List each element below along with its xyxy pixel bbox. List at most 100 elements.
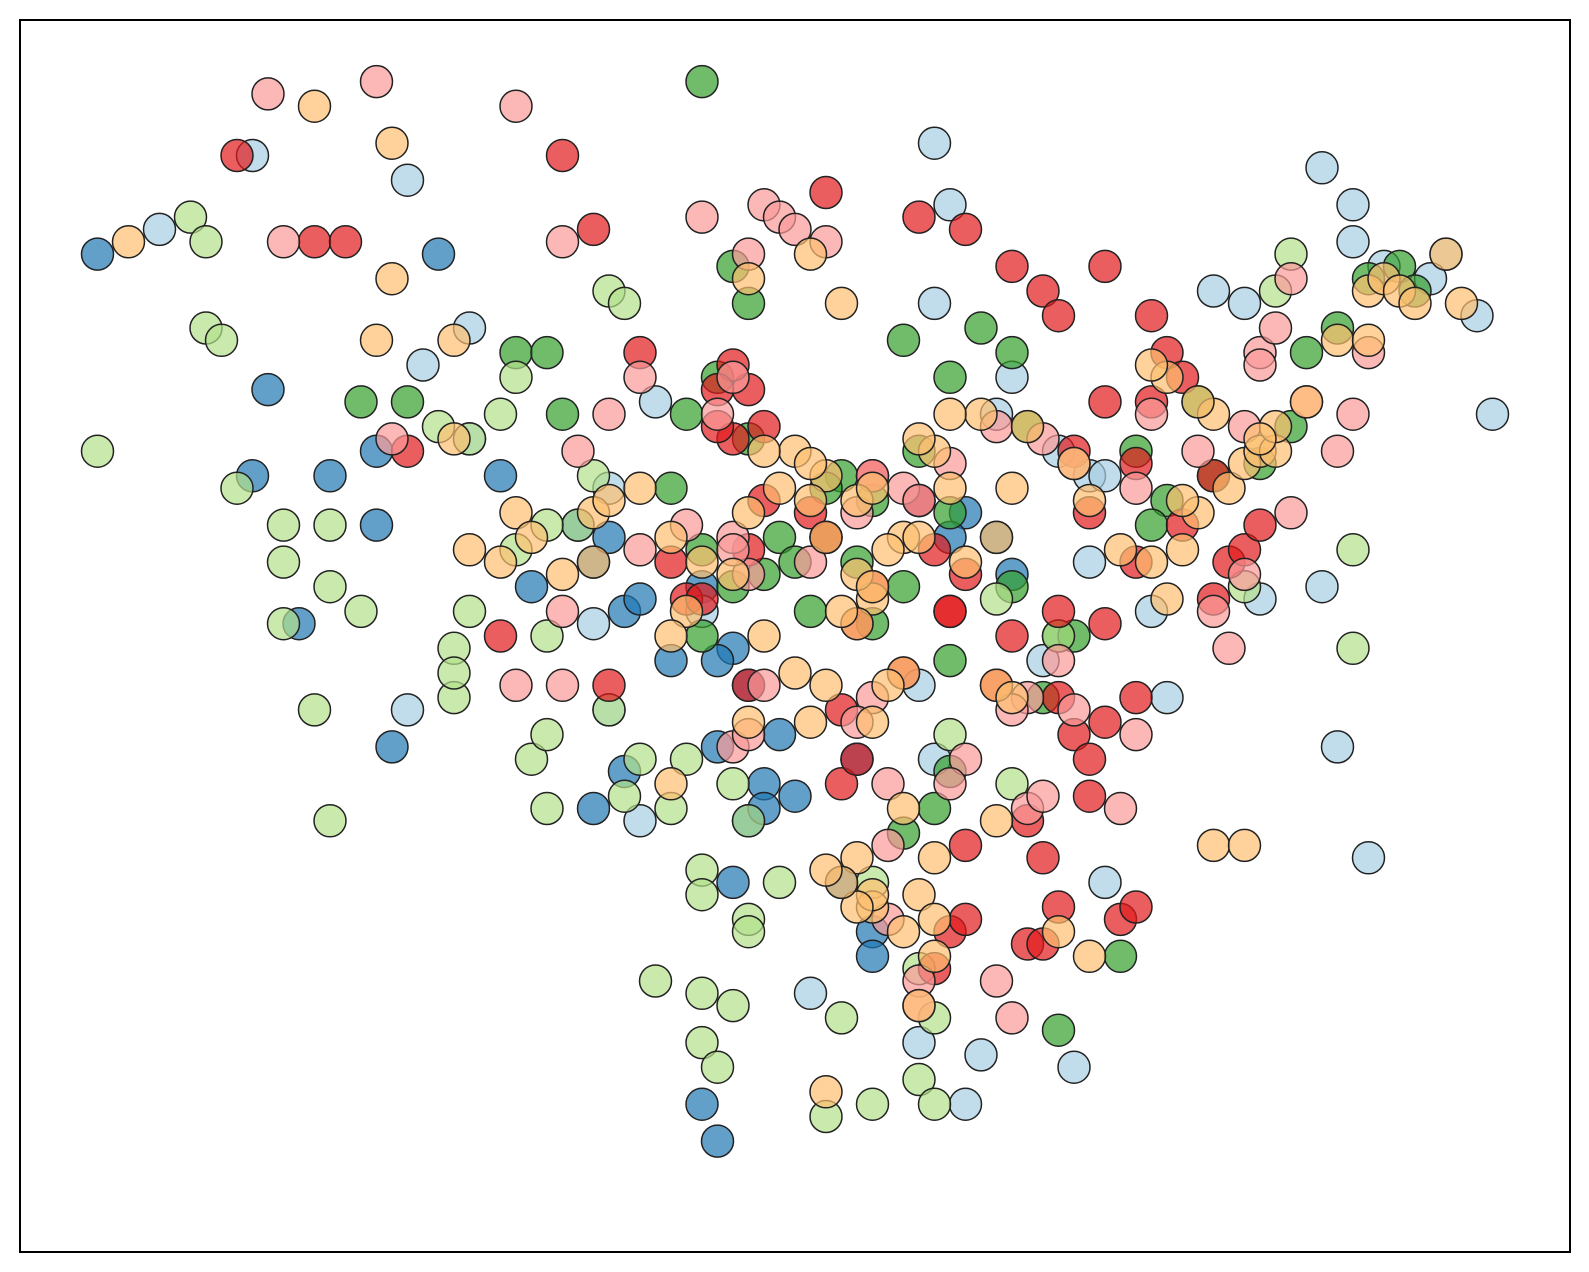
scatter-point-s4-26 [1243, 508, 1277, 542]
scatter-point-s6-6 [437, 422, 471, 456]
scatter-point-s6-103 [979, 804, 1014, 838]
scatter-point-s0-2 [251, 372, 285, 407]
scatter-point-s0-18 [700, 643, 735, 678]
scatter-point-s0-12 [592, 520, 626, 555]
scatter-point-s6-82 [793, 483, 828, 518]
scatter-point-s0-20 [762, 717, 797, 752]
scatter-point-s1-7 [638, 385, 673, 419]
scatter-point-s2-10 [964, 311, 998, 345]
scatter-point-s5-4 [545, 225, 580, 259]
scatter-point-s3-27 [437, 656, 471, 690]
scatter-point-s2-1 [344, 385, 378, 419]
scatter-point-s5-56 [933, 767, 967, 801]
scatter-point-s6-86 [716, 557, 750, 592]
scatter-point-s0-5 [313, 459, 347, 493]
scatter-point-s6-47 [1429, 237, 1463, 271]
scatter-point-s6-93 [886, 914, 921, 949]
scatter-point-s3-51 [902, 1062, 936, 1097]
scatter-point-s5-1 [359, 64, 394, 99]
scatter-point-s0-25 [700, 1124, 735, 1158]
scatter-point-s5-17 [545, 594, 580, 629]
scatter-point-s6-79 [747, 619, 781, 653]
scatter-point-s6-4 [359, 323, 394, 358]
scatter-point-s1-31 [1351, 841, 1386, 875]
scatter-point-s6-0 [111, 225, 146, 259]
scatter-point-s6-101 [1196, 828, 1231, 863]
scatter-point-s5-44 [1320, 434, 1355, 468]
scatter-point-s6-33 [1134, 545, 1169, 579]
scatter-point-s4-75 [840, 742, 874, 776]
scatter-point-s6-21 [793, 237, 828, 271]
scatter-point-s3-18 [576, 459, 611, 493]
scatter-point-s0-34 [375, 730, 409, 764]
scatter-point-s6-57 [1057, 446, 1091, 481]
scatter-point-s6-100 [1072, 939, 1107, 974]
scatter-point-s4-2 [297, 225, 332, 259]
scatter-point-s3-64 [995, 767, 1029, 801]
scatter-point-s3-6 [266, 508, 301, 542]
scatter-point-s6-12 [576, 545, 611, 579]
scatter-point-s3-7 [313, 508, 347, 542]
scatter-point-s0-0 [80, 237, 115, 271]
scatter-point-s6-28 [933, 471, 967, 505]
scatter-point-s0-14 [623, 582, 657, 616]
scatter-point-s0-33 [778, 779, 812, 813]
scatter-point-s2-4 [530, 335, 564, 370]
scatter-point-s6-54 [1181, 385, 1215, 419]
scatter-point-s5-2 [499, 89, 533, 123]
scatter-point-s4-74 [824, 767, 859, 801]
scatter-point-s4-3 [328, 225, 363, 259]
scatter-point-s6-83 [762, 471, 797, 505]
scatter-point-s4-6 [809, 175, 843, 210]
scatter-point-s6-29 [979, 520, 1014, 555]
scatter-point-s4-0 [220, 138, 254, 173]
scatter-point-s3-9 [313, 569, 347, 604]
scatter-point-s4-53 [1088, 705, 1122, 739]
scatter-point-s6-81 [793, 446, 828, 481]
scatter-point-s6-76 [809, 668, 843, 703]
scatter-point-s6-70 [855, 569, 890, 604]
scatter-point-s0-10 [514, 569, 549, 604]
scatter-point-s6-74 [871, 668, 905, 703]
scatter-point-s5-24 [793, 545, 828, 579]
scatter-point-s6-1 [297, 89, 332, 123]
scatter-point-s1-20 [1305, 151, 1339, 185]
scatter-point-s6-87 [685, 545, 719, 579]
scatter-point-s2-46 [1134, 508, 1169, 542]
scatter-point-s1-41 [1072, 545, 1107, 579]
scatter-point-s3-35 [716, 767, 750, 801]
scatter-point-s1-0 [142, 212, 177, 247]
scatter-point-s4-17 [1088, 385, 1122, 419]
scatter-point-s0-11 [483, 459, 518, 493]
points-layer [80, 64, 1510, 1158]
scatter-point-s6-26 [855, 471, 890, 505]
scatter-point-s3-10 [266, 606, 301, 641]
scatter-point-s6-102 [1227, 828, 1262, 863]
scatter-point-s6-9 [499, 496, 533, 530]
scatter-point-s5-50 [1041, 643, 1076, 678]
scatter-point-s3-1 [189, 225, 223, 259]
scatter-point-s4-13 [1134, 298, 1169, 333]
scatter-point-s2-8 [886, 323, 921, 358]
scatter-point-s5-63 [995, 1001, 1029, 1035]
scatter-point-s6-35 [1165, 533, 1200, 567]
scatter-point-s6-17 [669, 594, 704, 629]
scatter-point-s3-45 [716, 988, 750, 1023]
scatter-point-s6-32 [1103, 533, 1138, 567]
scatter-point-s4-64 [1119, 890, 1153, 924]
scatter-point-s1-21 [1336, 188, 1370, 222]
scatter-point-s5-46 [1227, 557, 1262, 592]
scatter-point-s6-95 [917, 939, 952, 974]
scatter-point-s5-18 [545, 668, 580, 703]
scatter-point-s4-8 [948, 212, 983, 247]
scatter-point-s0-24 [685, 1087, 719, 1121]
scatter-point-s6-20 [731, 261, 766, 296]
scatter-point-s5-57 [871, 767, 905, 801]
scatter-point-s1-34 [964, 1038, 998, 1072]
scatter-point-s6-56 [1134, 348, 1169, 382]
scatter-point-s5-14 [623, 360, 657, 395]
scatter-point-s4-57 [1072, 779, 1107, 813]
scatter-point-s6-96 [840, 890, 874, 924]
scatter-point-s1-28 [1305, 569, 1339, 604]
